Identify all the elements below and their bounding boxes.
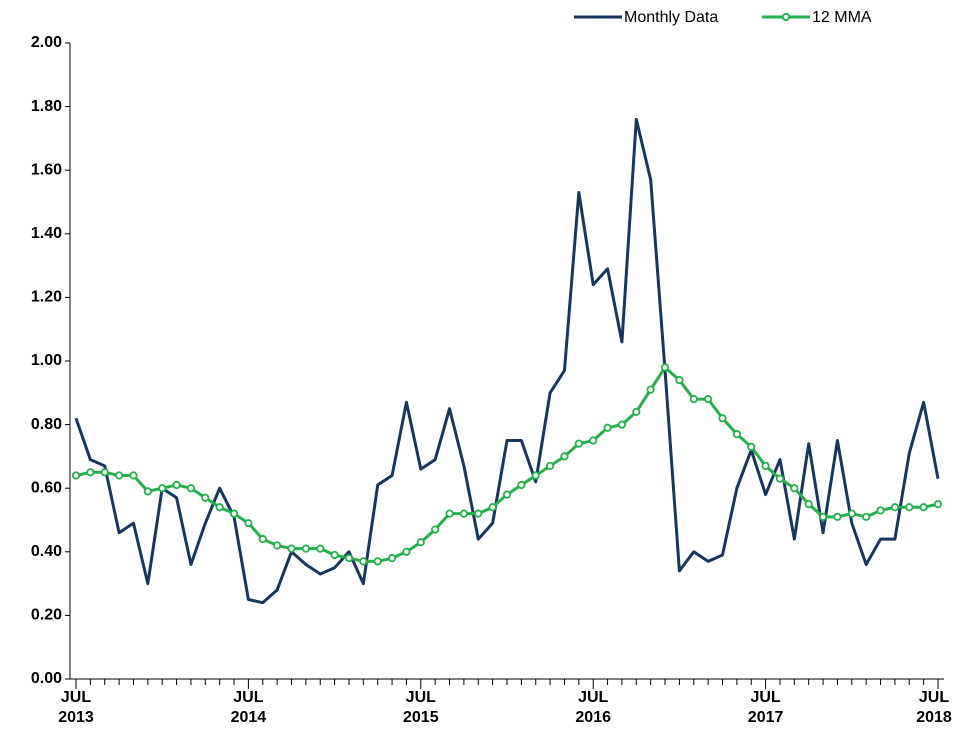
series-marker bbox=[545, 461, 555, 471]
series-marker bbox=[330, 550, 339, 560]
series-marker bbox=[876, 506, 885, 515]
series-marker bbox=[804, 499, 813, 509]
series-marker bbox=[589, 436, 598, 445]
x-tick-label: JUL 2016 bbox=[575, 689, 611, 726]
series-marker bbox=[86, 468, 95, 477]
series-marker bbox=[287, 544, 296, 553]
series-marker bbox=[474, 509, 483, 518]
series-marker bbox=[244, 519, 253, 528]
series-marker bbox=[201, 493, 210, 502]
series-marker bbox=[172, 480, 181, 490]
series-marker bbox=[100, 468, 109, 477]
series-marker bbox=[847, 509, 856, 518]
series-marker bbox=[215, 503, 224, 512]
series-marker bbox=[359, 557, 368, 566]
series-marker bbox=[862, 512, 871, 521]
series-marker bbox=[416, 538, 425, 547]
y-tick-label: 1.80 bbox=[31, 98, 62, 115]
series-marker bbox=[818, 512, 828, 521]
series-marker bbox=[890, 503, 900, 512]
series-marker bbox=[459, 509, 468, 518]
series-marker bbox=[115, 471, 124, 480]
series-marker bbox=[273, 541, 282, 550]
series-marker bbox=[632, 407, 641, 416]
series-marker bbox=[258, 534, 267, 544]
series-marker bbox=[660, 363, 670, 372]
series-marker bbox=[488, 503, 497, 512]
x-tick-label: JUL 2018 bbox=[916, 689, 952, 726]
series-marker bbox=[373, 557, 382, 566]
y-tick-label: 0.40 bbox=[31, 543, 62, 560]
series-marker bbox=[502, 490, 512, 499]
y-tick-label: 0.80 bbox=[31, 416, 62, 433]
series-marker bbox=[574, 439, 583, 448]
series-marker bbox=[143, 487, 152, 496]
series-marker bbox=[301, 544, 310, 553]
series-marker bbox=[431, 525, 440, 534]
series-marker bbox=[675, 375, 684, 385]
series-marker bbox=[344, 554, 354, 563]
series-marker bbox=[919, 503, 928, 512]
legend-marker bbox=[781, 12, 791, 22]
series-marker bbox=[646, 385, 655, 394]
series-marker bbox=[531, 471, 540, 480]
series-marker bbox=[761, 461, 770, 471]
series-marker bbox=[387, 554, 397, 563]
x-tick-label: JUL 2015 bbox=[403, 689, 439, 726]
series-marker bbox=[158, 484, 167, 493]
series-marker bbox=[186, 484, 196, 493]
x-tick-label: JUL 2014 bbox=[230, 689, 267, 726]
series-marker bbox=[560, 452, 569, 461]
legend-label: Monthly Data bbox=[624, 9, 718, 26]
series-marker bbox=[775, 474, 785, 483]
series-marker bbox=[229, 509, 239, 518]
y-tick-label: 1.00 bbox=[31, 352, 62, 369]
series-marker bbox=[603, 423, 612, 432]
series-marker bbox=[71, 471, 81, 480]
series-marker bbox=[517, 480, 526, 490]
y-tick-label: 0.00 bbox=[31, 670, 62, 687]
series-marker bbox=[129, 471, 138, 480]
series-marker bbox=[402, 547, 411, 556]
series-marker bbox=[316, 544, 325, 553]
series-marker bbox=[732, 430, 741, 439]
series-line bbox=[75, 365, 939, 563]
y-tick-label: 0.20 bbox=[31, 607, 62, 624]
y-tick-label: 1.40 bbox=[31, 225, 62, 242]
x-tick-label: JUL 2017 bbox=[747, 689, 784, 726]
series-marker bbox=[747, 442, 756, 451]
legend-label: 12 MMA bbox=[812, 9, 872, 26]
y-tick-label: 0.60 bbox=[31, 479, 62, 496]
y-tick-label: 1.60 bbox=[31, 161, 62, 178]
y-tick-label: 1.20 bbox=[31, 289, 62, 306]
series-marker bbox=[833, 512, 842, 521]
series-marker bbox=[445, 509, 454, 518]
series-marker bbox=[905, 503, 914, 512]
x-tick-label: JUL 2013 bbox=[58, 689, 94, 726]
series-marker bbox=[704, 395, 713, 404]
series-marker bbox=[933, 499, 943, 509]
series-marker bbox=[790, 484, 799, 493]
series-line bbox=[74, 117, 940, 605]
series-marker bbox=[617, 420, 627, 429]
y-tick-label: 2.00 bbox=[31, 34, 62, 51]
series-marker bbox=[689, 395, 698, 404]
series-marker bbox=[718, 414, 727, 423]
